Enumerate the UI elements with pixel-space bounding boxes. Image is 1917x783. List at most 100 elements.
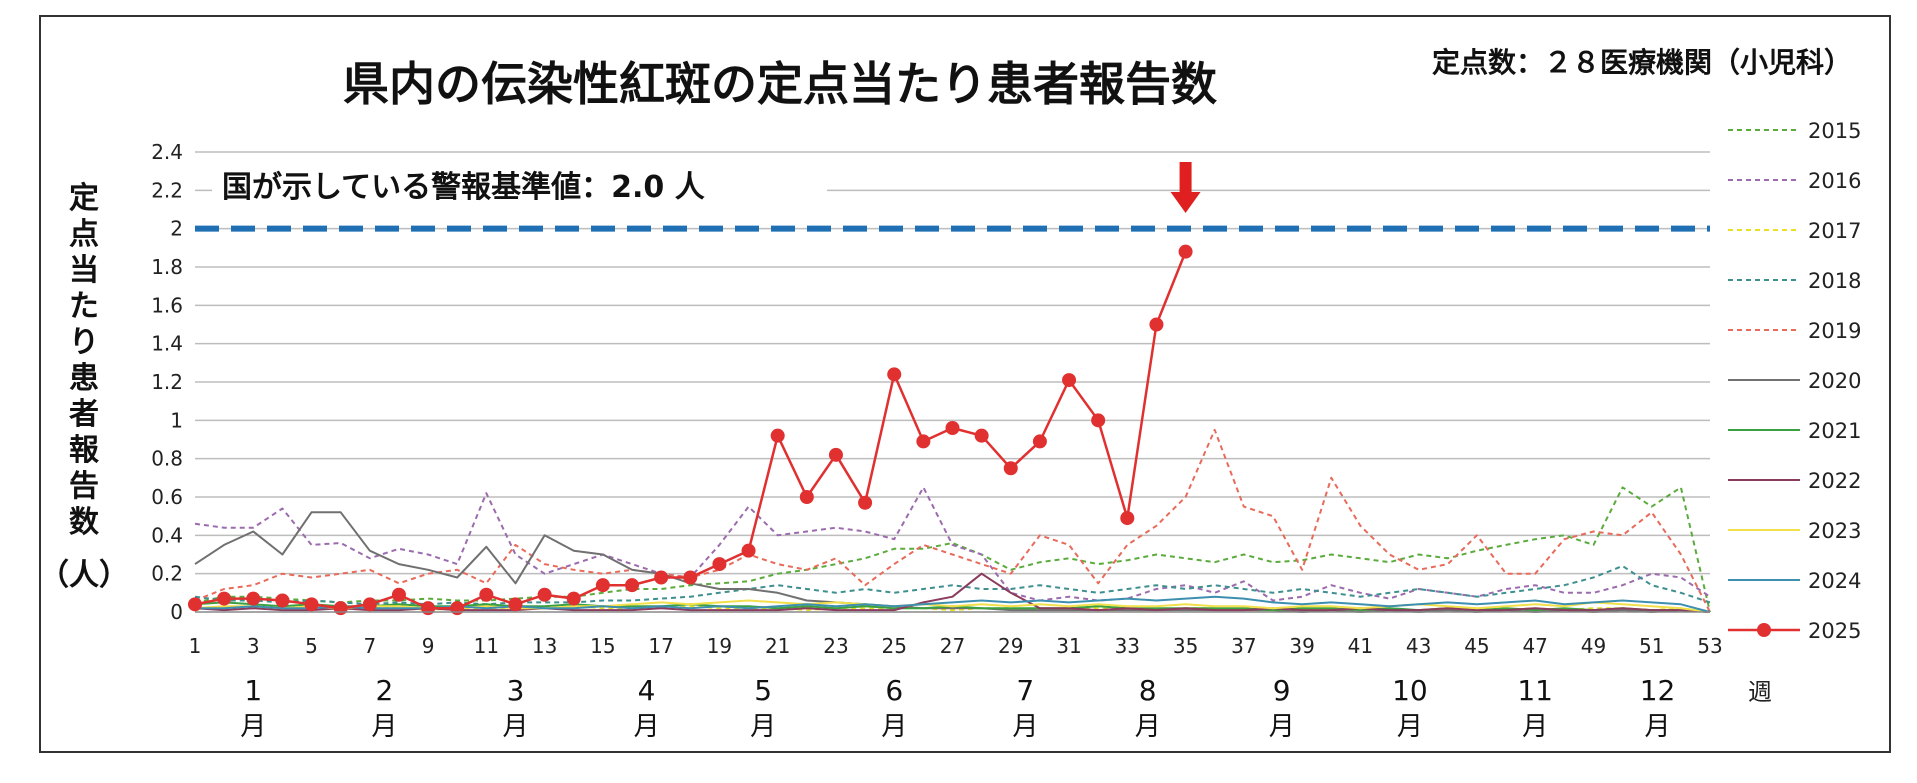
x-tick-label: 21	[765, 634, 790, 658]
x-tick-label: 1	[189, 634, 202, 658]
point-2025-week-28	[974, 428, 989, 443]
x-tick-label: 31	[1056, 634, 1081, 658]
y-axis-label-char: 者	[69, 397, 99, 432]
y-tick-label: 2.2	[151, 178, 183, 202]
point-2025-week-29	[1003, 461, 1018, 476]
month-unit: 月	[634, 712, 660, 742]
point-2025-week-12	[508, 597, 523, 612]
legend-label-2024: 2024	[1808, 569, 1861, 593]
point-2025-week-27	[945, 421, 960, 435]
month-number: 1	[244, 674, 262, 707]
point-2025-week-1	[188, 597, 202, 612]
point-2025-week-3	[246, 591, 261, 606]
x-tick-label: 41	[1348, 634, 1373, 658]
month-unit: 月	[1397, 712, 1423, 742]
x-tick-label: 53	[1697, 634, 1722, 658]
legend-label-2020: 2020	[1808, 369, 1861, 393]
series-line-2020	[194, 511, 1711, 613]
legend: 2015 2016 2017 2018 2019 2020 2021 2022 2023 2024…	[1728, 119, 1861, 643]
month-number: 10	[1392, 674, 1428, 707]
y-tick-label: 1.4	[151, 332, 183, 356]
month-number: 7	[1016, 674, 1034, 707]
axis-layer: 00.20.40.60.811.21.41.61.822.22.41 3 5 7 9 11…	[151, 140, 1723, 658]
y-axis-label-char: 点	[69, 217, 99, 252]
arrow-shape	[1170, 162, 1201, 213]
point-2025-week-22	[799, 490, 814, 504]
y-tick-label: 0.4	[151, 523, 183, 547]
y-tick-label: 1.8	[151, 255, 183, 279]
x-tick-label: 29	[998, 634, 1023, 658]
y-axis-label-char: た	[69, 289, 99, 324]
month-number: 9	[1273, 674, 1291, 707]
month-number: 3	[507, 674, 525, 707]
point-2025-week-30	[1032, 434, 1047, 449]
y-axis-label-char: 患	[69, 361, 99, 396]
x-tick-label: 23	[823, 634, 848, 658]
x-tick-label: 37	[1231, 634, 1256, 658]
point-2025-week-23	[828, 447, 843, 462]
x-tick-label: 7	[363, 634, 376, 658]
y-tick-label: 0	[170, 600, 183, 624]
x-tick-label: 17	[648, 634, 673, 658]
y-axis-label-char: 報	[69, 433, 100, 468]
point-2025-week-21	[770, 428, 785, 443]
threshold-label-bg	[212, 160, 827, 210]
x-tick-label: 47	[1522, 634, 1547, 658]
month-unit: 月	[1012, 712, 1038, 742]
series-line-2018	[194, 565, 1711, 606]
legend-label-2016: 2016	[1808, 169, 1861, 193]
legend-label-2023: 2023	[1808, 519, 1861, 543]
point-2025-week-20	[741, 543, 756, 558]
month-number: 2	[375, 674, 393, 707]
y-axis-label-char: 告	[69, 469, 99, 504]
y-axis-label-char: 当	[69, 253, 99, 288]
series-line-2019	[194, 428, 1711, 613]
series-line-2024	[195, 595, 1711, 613]
threshold-label: 国が示している警報基準値：2.0 人	[222, 170, 705, 205]
y-tick-label: 0.2	[151, 562, 183, 586]
point-2025-week-7	[362, 597, 377, 612]
point-2025-week-25	[887, 367, 902, 382]
x-tick-label: 43	[1406, 634, 1431, 658]
point-2025-week-34	[1149, 317, 1164, 332]
legend-label-2022: 2022	[1808, 469, 1861, 493]
y-axis-label: 定点当たり患者報告数	[69, 181, 100, 540]
legend-label-2025: 2025	[1808, 619, 1861, 643]
point-2025-week-11	[479, 587, 494, 602]
point-2025-week-31	[1062, 373, 1077, 388]
month-number: 4	[638, 674, 656, 707]
x-tick-label: 25	[882, 634, 907, 658]
point-2025-week-18	[683, 570, 698, 585]
point-2025-week-15	[595, 578, 610, 593]
x-tick-label: 49	[1581, 634, 1606, 658]
x-tick-label: 45	[1464, 634, 1489, 658]
month-labels: 1 月 2 月 3 月 4 月 5 月 6 月 7 月 8 月 9 月 10 月 11 月 12 月	[240, 674, 1675, 742]
y-axis-unit: （人）	[39, 558, 129, 593]
point-2025-week-9	[421, 601, 436, 616]
legend-marker-2025	[1757, 623, 1771, 637]
y-axis-label-char: 定	[69, 181, 99, 216]
legend-label-2019: 2019	[1808, 319, 1861, 343]
y-tick-label: 1.2	[151, 370, 183, 394]
month-unit: 月	[881, 712, 907, 742]
x-tick-label: 15	[590, 634, 615, 658]
x-tick-label: 39	[1289, 634, 1314, 658]
point-2025-week-13	[537, 587, 552, 602]
x-tick-label: 11	[474, 634, 499, 658]
point-2025-week-35	[1178, 244, 1193, 259]
x-tick-label: 35	[1173, 634, 1198, 658]
point-2025-week-14	[566, 591, 581, 606]
point-2025-week-8	[391, 587, 406, 602]
x-axis-label: 週	[1748, 678, 1772, 706]
point-2025-week-19	[712, 557, 727, 572]
point-2025-week-16	[625, 578, 640, 593]
y-tick-label: 2.4	[151, 140, 183, 164]
point-2025-week-33	[1120, 511, 1135, 526]
series-layer	[188, 244, 1711, 616]
threshold-layer: 国が示している警報基準値：2.0 人	[195, 160, 1710, 232]
point-2025-week-32	[1091, 413, 1106, 428]
month-number: 8	[1139, 674, 1157, 707]
month-unit: 月	[1522, 712, 1548, 742]
